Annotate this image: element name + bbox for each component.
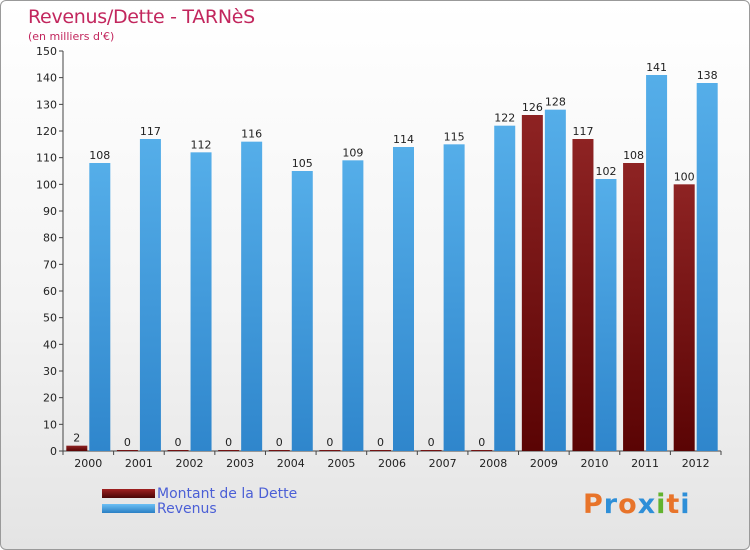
bar-debt: [66, 445, 88, 451]
x-tick-label: 2012: [682, 457, 710, 470]
data-label-debt: 0: [326, 436, 333, 449]
bar-revenue: [241, 141, 263, 451]
logo-letter: i: [680, 489, 691, 520]
data-label-revenue: 105: [292, 157, 313, 170]
y-tick-label: 120: [36, 125, 57, 138]
x-tick-label: 2011: [631, 457, 659, 470]
data-label-debt: 126: [522, 101, 543, 114]
x-tick-label: 2005: [327, 457, 355, 470]
chart-title: Revenus/Dette - TARNèS: [28, 6, 255, 28]
data-label-debt: 2: [73, 432, 80, 445]
x-tick-label: 2002: [176, 457, 204, 470]
data-label-debt: 100: [674, 170, 695, 183]
data-label-revenue: 141: [646, 61, 667, 74]
logo-letter: x: [637, 489, 657, 520]
bar-debt: [370, 450, 391, 451]
bar-debt: [420, 450, 442, 451]
x-tick-label: 2009: [530, 457, 558, 470]
bar-debt: [167, 450, 189, 451]
bar-revenue: [544, 109, 566, 452]
data-label-revenue: 138: [697, 69, 718, 82]
legend-label-revenue: Revenus: [157, 501, 217, 517]
bar-revenue: [443, 144, 465, 452]
x-tick-label: 2000: [74, 457, 102, 470]
y-tick-label: 100: [36, 178, 57, 191]
data-label-debt: 108: [623, 149, 644, 162]
y-tick-label: 0: [50, 445, 57, 458]
bar-revenue: [696, 83, 718, 451]
bar-debt: [268, 450, 290, 451]
y-tick-label: 140: [36, 72, 57, 85]
data-label-revenue: 112: [191, 138, 212, 151]
y-tick-label: 10: [43, 418, 57, 431]
y-tick-label: 50: [43, 312, 57, 325]
x-tick-label: 2001: [125, 457, 153, 470]
y-tick-label: 110: [36, 152, 57, 165]
proxiti-logo: Proxiti: [583, 489, 691, 520]
legend-swatch-revenue: [102, 504, 155, 513]
bar-revenue: [190, 152, 212, 452]
x-tick-label: 2004: [277, 457, 305, 470]
x-tick-label: 2008: [479, 457, 507, 470]
bar-revenue: [139, 139, 161, 451]
bar-debt: [218, 450, 240, 451]
data-label-revenue: 115: [444, 130, 465, 143]
bar-revenue: [494, 125, 516, 452]
data-label-revenue: 109: [342, 146, 363, 159]
bar-debt: [673, 184, 695, 452]
data-label-debt: 117: [572, 125, 593, 138]
data-label-revenue: 117: [140, 125, 161, 138]
bar-revenue: [393, 147, 414, 451]
x-tick-label: 2006: [378, 457, 406, 470]
y-tick-label: 70: [43, 258, 57, 271]
y-tick-label: 60: [43, 285, 57, 298]
bar-revenue: [342, 160, 364, 452]
bar-revenue: [89, 163, 111, 451]
bar-debt: [116, 450, 138, 451]
logo-letter: r: [603, 489, 619, 520]
bar-debt: [572, 139, 594, 451]
bar-debt: [471, 450, 493, 451]
logo-letter: P: [583, 489, 604, 520]
data-label-debt: 0: [276, 436, 283, 449]
logo-letter: i: [656, 489, 667, 520]
bar-revenue: [291, 171, 313, 451]
logo-letter: o: [618, 489, 638, 520]
y-tick-label: 150: [36, 45, 57, 58]
data-label-revenue: 116: [241, 128, 262, 141]
legend-swatch-debt: [102, 489, 155, 498]
bar-debt: [623, 163, 645, 451]
x-tick-label: 2003: [226, 457, 254, 470]
data-label-debt: 0: [124, 436, 131, 449]
data-label-revenue: 114: [393, 133, 414, 146]
data-label-debt: 0: [428, 436, 435, 449]
data-label-debt: 0: [377, 436, 384, 449]
bar-debt: [521, 115, 543, 451]
bar-revenue: [595, 179, 617, 451]
y-tick-label: 130: [36, 98, 57, 111]
chart-subtitle: (en milliers d'€): [28, 30, 115, 43]
y-tick-label: 40: [43, 338, 57, 351]
y-tick-label: 90: [43, 205, 57, 218]
logo-letter: t: [666, 489, 681, 520]
y-tick-label: 30: [43, 365, 57, 378]
x-tick-label: 2007: [429, 457, 457, 470]
data-label-revenue: 102: [595, 165, 616, 178]
x-tick-label: 2010: [580, 457, 608, 470]
bar-revenue: [646, 75, 668, 451]
data-label-revenue: 122: [494, 112, 515, 125]
data-label-revenue: 128: [545, 96, 566, 109]
legend-label-debt: Montant de la Dette: [157, 486, 298, 502]
bar-debt: [319, 450, 341, 451]
data-label-debt: 0: [225, 436, 232, 449]
data-label-debt: 0: [175, 436, 182, 449]
data-label-debt: 0: [478, 436, 485, 449]
y-tick-label: 20: [43, 392, 57, 405]
y-tick-label: 80: [43, 232, 57, 245]
data-label-revenue: 108: [89, 149, 110, 162]
